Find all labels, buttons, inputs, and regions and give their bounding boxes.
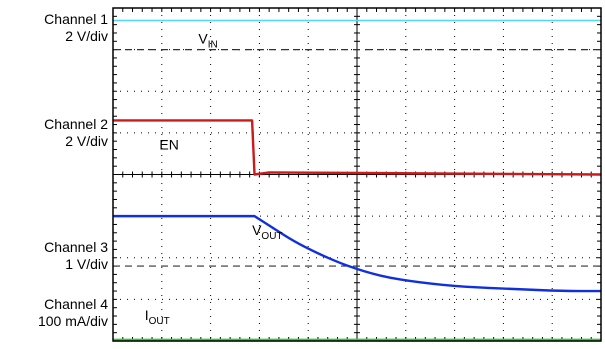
channel-1-name: Channel 1	[44, 11, 108, 27]
channel-3-name: Channel 3	[44, 239, 108, 255]
label-en: EN	[159, 137, 178, 153]
channel-3-label: Channel 3 1 V/div	[44, 239, 108, 273]
channel-2-label: Channel 2 2 V/div	[44, 116, 108, 150]
trace-vout	[113, 214, 601, 293]
scope-frame	[112, 7, 602, 342]
reference-levels	[113, 49, 601, 267]
label-vin: VIN	[198, 30, 217, 50]
trace-en	[113, 119, 602, 176]
traces	[113, 19, 602, 342]
label-vout: VOUT	[252, 222, 282, 242]
channel-1-label: Channel 1 2 V/div	[44, 11, 108, 45]
channel-2-scale: 2 V/div	[65, 133, 108, 149]
trace-labels: VIN EN VOUT IOUT	[145, 30, 283, 327]
label-iout: IOUT	[145, 307, 170, 327]
channel-3-scale: 1 V/div	[65, 256, 108, 272]
channel-4-scale: 100 mA/div	[37, 313, 108, 329]
channel-1-scale: 2 V/div	[65, 28, 108, 44]
channel-4-label: Channel 4 100 mA/div	[38, 296, 108, 330]
channel-4-name: Channel 4	[44, 296, 108, 312]
channel-2-name: Channel 2	[44, 116, 108, 132]
